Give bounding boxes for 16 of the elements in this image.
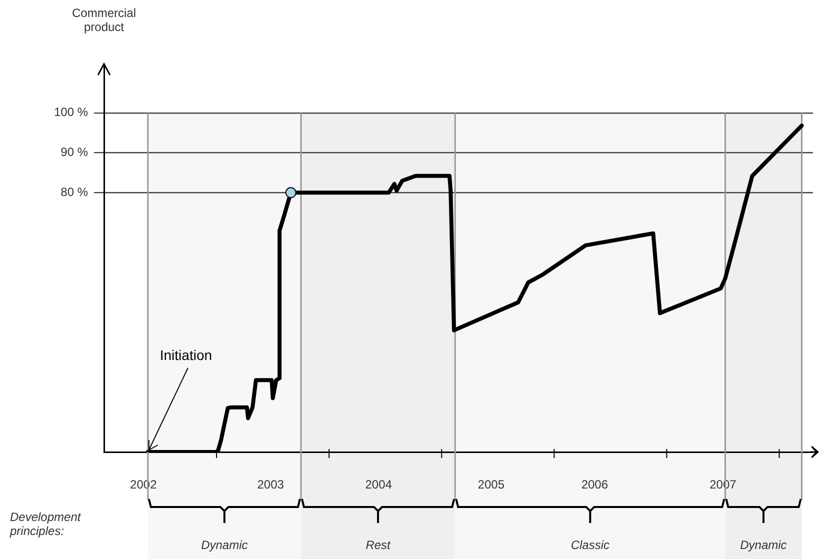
x-tick-label: 2006 <box>581 478 608 492</box>
x-tick-label: 2005 <box>478 478 505 492</box>
annotation: Initiation <box>160 347 212 363</box>
y-tick-label: 80 % <box>60 184 88 199</box>
band-label: Dynamic <box>200 538 249 552</box>
band-label: Classic <box>570 538 610 552</box>
x-tick-label: 2002 <box>130 478 158 492</box>
text: Development principles: <box>10 510 82 538</box>
x-tick-label: 2003 <box>257 478 284 492</box>
band-label: Rest <box>364 538 392 552</box>
y-axis-title: Commercial product <box>70 6 137 34</box>
x-tick-label: 2007 <box>710 478 737 492</box>
y-tick-label: 90 % <box>60 145 88 160</box>
band-label: Dynamic <box>739 538 788 552</box>
x-tick-label: 2004 <box>365 478 392 492</box>
y-tick-label: 100 % <box>54 105 88 120</box>
